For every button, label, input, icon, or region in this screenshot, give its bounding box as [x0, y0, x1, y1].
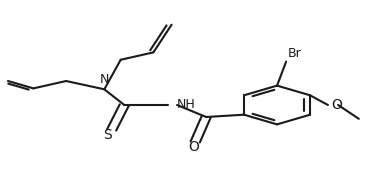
Text: NH: NH [177, 98, 196, 110]
Text: S: S [103, 129, 112, 142]
Text: Br: Br [288, 47, 302, 60]
Text: O: O [331, 98, 342, 112]
Text: O: O [188, 140, 199, 154]
Text: N: N [100, 73, 109, 86]
